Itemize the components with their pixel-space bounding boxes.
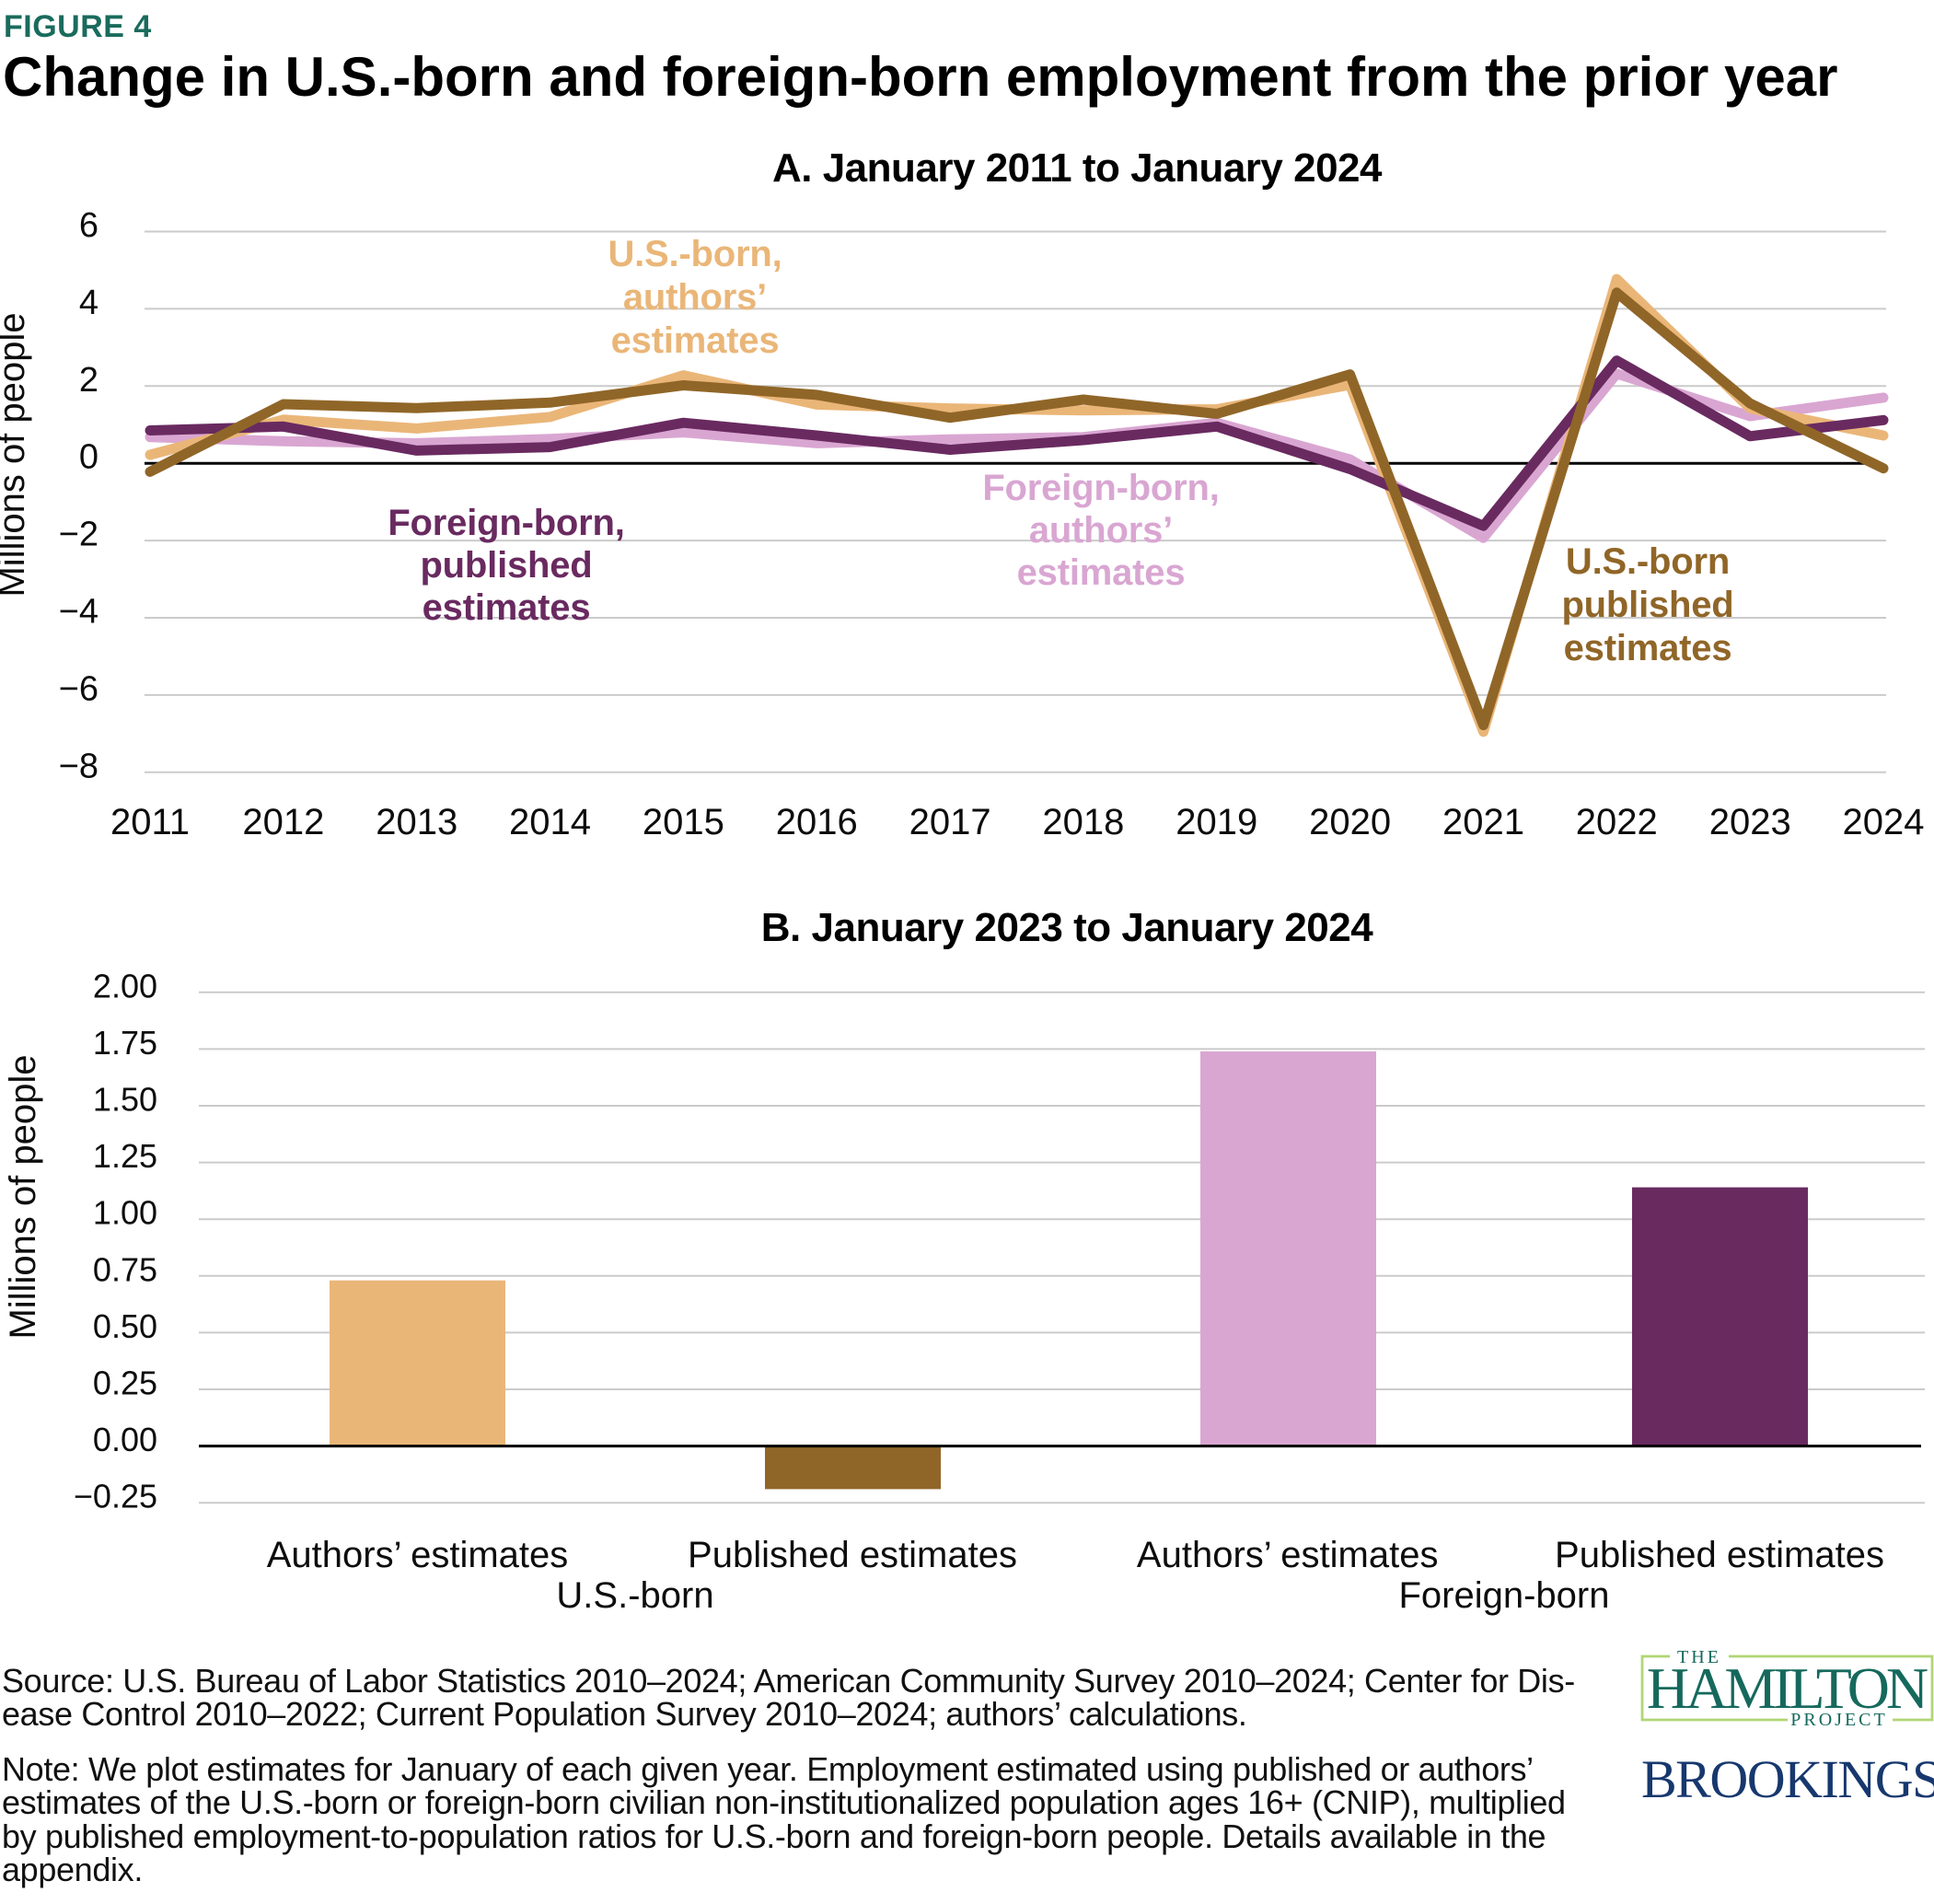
- svg-text:U.S.-born: U.S.-born: [1566, 541, 1730, 582]
- svg-text:6: 6: [79, 206, 98, 245]
- svg-text:−8: −8: [59, 747, 98, 785]
- svg-text:published: published: [1561, 585, 1733, 625]
- svg-text:2.00: 2.00: [93, 967, 157, 1004]
- svg-text:2017: 2017: [909, 802, 991, 842]
- svg-text:Foreign-born: Foreign-born: [1398, 1575, 1609, 1616]
- svg-text:1.25: 1.25: [93, 1137, 157, 1175]
- svg-text:2: 2: [79, 361, 98, 400]
- svg-text:PROJECT: PROJECT: [1790, 1710, 1887, 1730]
- svg-text:2013: 2013: [376, 802, 457, 842]
- svg-text:1.50: 1.50: [93, 1081, 157, 1119]
- svg-text:Published estimates: Published estimates: [688, 1535, 1017, 1575]
- svg-text:2023: 2023: [1709, 802, 1791, 842]
- svg-text:2019: 2019: [1175, 802, 1257, 842]
- svg-text:−2: −2: [59, 516, 98, 554]
- svg-text:2012: 2012: [242, 802, 324, 842]
- svg-text:U.S.-born: U.S.-born: [556, 1575, 713, 1616]
- svg-text:Millions of people: Millions of people: [0, 312, 32, 597]
- svg-text:U.S.-born,: U.S.-born,: [608, 234, 782, 274]
- svg-text:2024: 2024: [1843, 802, 1925, 842]
- svg-text:0.25: 0.25: [93, 1364, 157, 1402]
- svg-text:2022: 2022: [1576, 802, 1658, 842]
- svg-text:Millions of people: Millions of people: [3, 1054, 43, 1339]
- svg-text:estimates: estimates: [423, 587, 591, 628]
- svg-text:authors’: authors’: [1029, 510, 1173, 551]
- svg-text:Foreign-born,: Foreign-born,: [388, 503, 624, 543]
- svg-text:estimates: estimates: [1564, 628, 1732, 668]
- svg-text:A. January 2011 to January 202: A. January 2011 to January 2024: [772, 145, 1383, 191]
- svg-text:4: 4: [79, 284, 98, 322]
- svg-text:estimates: estimates: [611, 320, 780, 361]
- svg-text:2014: 2014: [509, 802, 591, 842]
- svg-text:0.00: 0.00: [93, 1421, 157, 1458]
- svg-text:−4: −4: [59, 593, 98, 632]
- svg-text:Authors’ estimates: Authors’ estimates: [1137, 1535, 1439, 1575]
- svg-text:2011: 2011: [110, 802, 190, 842]
- svg-text:2020: 2020: [1309, 802, 1391, 842]
- svg-text:2018: 2018: [1042, 802, 1124, 842]
- svg-text:−6: −6: [59, 669, 98, 708]
- svg-text:THE: THE: [1677, 1647, 1721, 1667]
- svg-text:0.50: 0.50: [93, 1307, 157, 1345]
- svg-text:2016: 2016: [776, 802, 858, 842]
- svg-text:1.00: 1.00: [93, 1194, 157, 1232]
- svg-text:Published estimates: Published estimates: [1555, 1535, 1884, 1575]
- svg-text:1.75: 1.75: [93, 1024, 157, 1062]
- svg-text:estimates: estimates: [1017, 552, 1186, 593]
- svg-text:0: 0: [79, 438, 98, 477]
- svg-text:B. January 2023 to January 202: B. January 2023 to January 2024: [761, 905, 1373, 950]
- svg-text:authors’: authors’: [623, 277, 767, 318]
- svg-text:Authors’ estimates: Authors’ estimates: [267, 1535, 569, 1575]
- svg-text:Foreign-born,: Foreign-born,: [982, 468, 1219, 508]
- svg-text:HAMILTON: HAMILTON: [1647, 1655, 1928, 1721]
- svg-text:2015: 2015: [643, 802, 724, 842]
- svg-text:published: published: [420, 545, 592, 586]
- svg-text:2021: 2021: [1442, 802, 1524, 842]
- svg-text:−0.25: −0.25: [74, 1478, 157, 1515]
- svg-text:0.75: 0.75: [93, 1250, 157, 1288]
